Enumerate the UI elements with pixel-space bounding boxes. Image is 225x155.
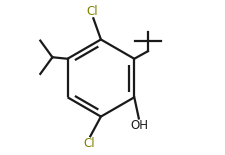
Text: Cl: Cl: [83, 137, 94, 150]
Text: OH: OH: [130, 119, 148, 132]
Text: Cl: Cl: [86, 4, 97, 18]
